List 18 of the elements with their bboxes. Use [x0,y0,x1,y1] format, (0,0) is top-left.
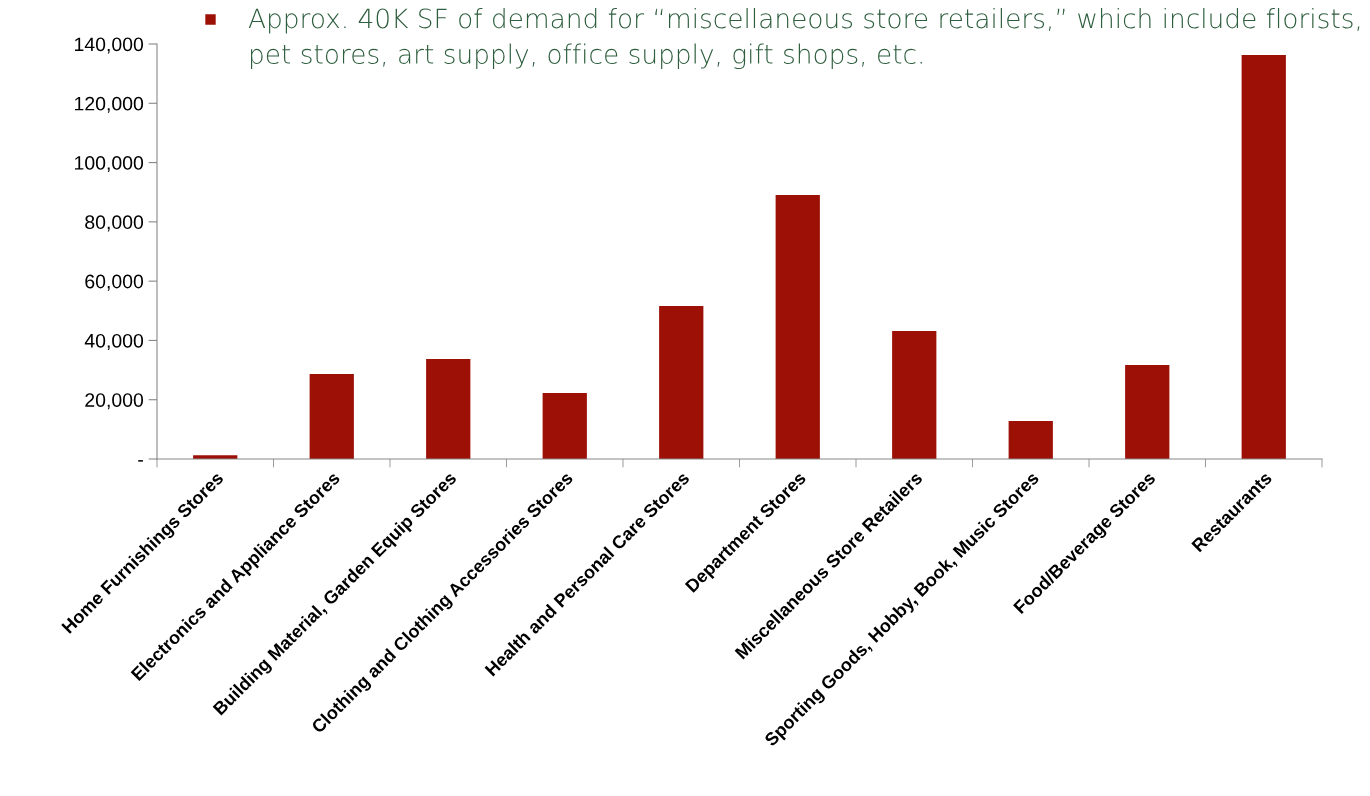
bar [1241,54,1286,459]
y-tick-label: 80,000 [85,215,144,232]
y-tick-label: 120,000 [75,96,144,113]
annotation: Approx. 40K SF of demand for “miscellaneous store retailers,” which include florists, pet stores, art supply, office supply, gift shops, etc. [248,8,1360,70]
y-tick-label: - [138,460,143,462]
bar [309,373,354,459]
bar [426,359,471,459]
y-tick-label: 40,000 [84,333,144,350]
y-tick-label: 100,000 [75,156,144,173]
bar [659,306,704,459]
bar [775,194,820,459]
bar [1008,421,1053,459]
y-tick-label: 140,000 [75,37,144,54]
y-tick-label: 20,000 [85,393,144,410]
bar [1125,365,1170,459]
bar [892,330,937,459]
bar [542,392,587,459]
y-tick-label: 60,000 [85,274,144,291]
